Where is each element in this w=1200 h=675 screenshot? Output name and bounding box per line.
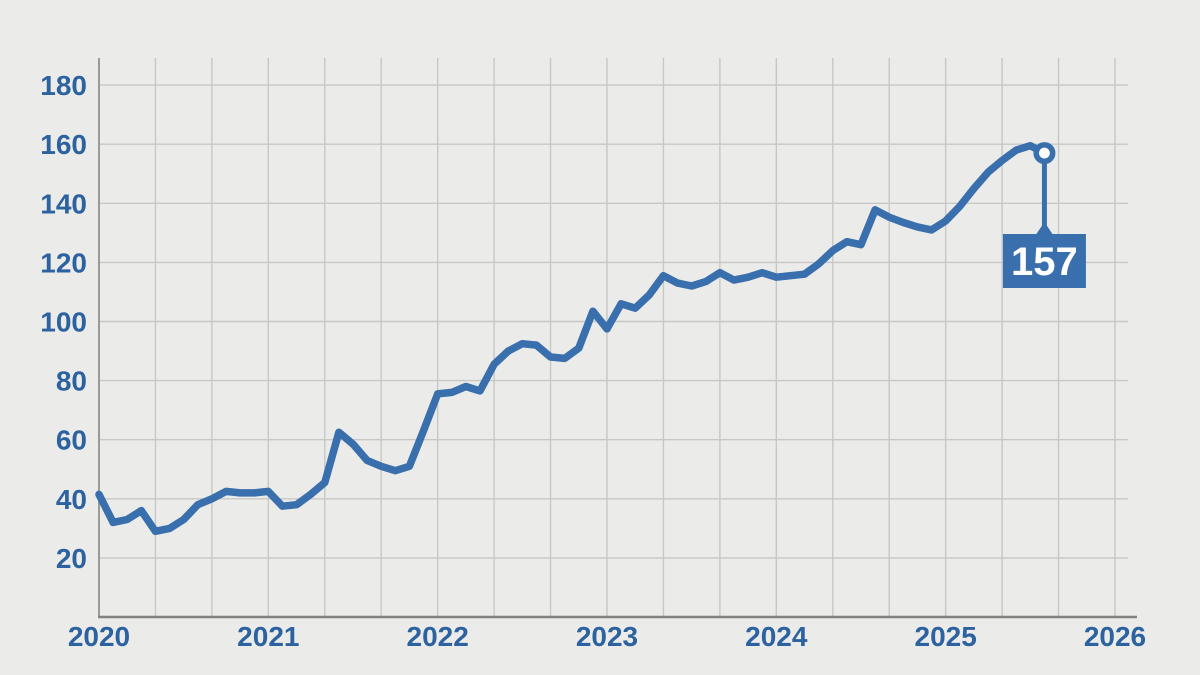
value-callout: 157 [1002,142,1086,288]
axis-lines [98,58,1137,619]
x-tick-label: 2025 [915,621,977,652]
data-series [95,141,1049,536]
x-tick-label: 2026 [1084,621,1146,652]
y-tick-label: 140 [40,188,87,219]
last-point-marker [1033,142,1056,165]
y-tick-label: 60 [56,425,87,456]
y-tick-label: 40 [56,484,87,515]
y-tick-label: 100 [40,307,87,338]
x-tick-label: 2024 [745,621,808,652]
y-tick-label: 180 [40,70,87,101]
gridlines [98,58,1128,617]
x-axis-labels: 2020 2021 2022 2023 2024 2025 2026 [68,621,1146,652]
x-tick-label: 2023 [576,621,638,652]
data-line [95,141,1049,536]
x-tick-label: 2020 [68,621,130,652]
callout-value: 157 [1011,240,1078,284]
y-axis-labels: 20 40 60 80 100 120 140 160 180 [40,70,87,574]
callout-box [1002,234,1086,288]
x-tick-label: 2021 [237,621,299,652]
y-tick-label: 20 [56,543,87,574]
y-tick-label: 160 [40,129,87,160]
y-tick-label: 80 [56,366,87,397]
y-tick-label: 120 [40,247,87,278]
x-tick-label: 2022 [407,621,469,652]
